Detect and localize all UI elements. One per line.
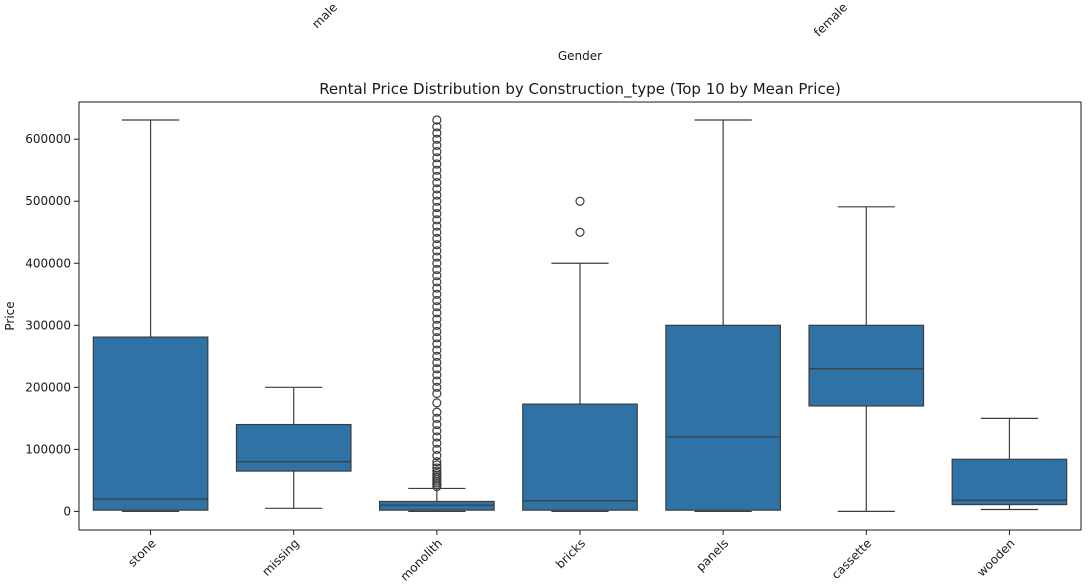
y-tick-label: 100000 — [25, 442, 71, 456]
top-tick-label-male: male — [309, 0, 340, 31]
outlier-point — [432, 295, 442, 306]
outlier-point — [432, 345, 442, 355]
outlier-point — [432, 134, 442, 144]
box-body — [951, 458, 1068, 506]
top-panel: male female Gender — [309, 0, 850, 63]
outlier-point — [432, 165, 442, 175]
outlier-point — [432, 264, 442, 275]
outlier-point — [432, 209, 442, 219]
x-tick-label-bricks: bricks — [553, 536, 588, 571]
outlier-point — [432, 382, 442, 392]
x-tick-label-missing: missing — [259, 536, 301, 578]
plot-area — [78, 101, 1082, 531]
outlier-point — [432, 184, 442, 194]
x-tick-label-monolith: monolith — [398, 536, 445, 583]
box-missing — [235, 386, 352, 509]
outlier-point — [432, 351, 442, 361]
outlier-point — [432, 202, 442, 213]
outlier-point — [432, 227, 442, 237]
x-tick-label-wooden: wooden — [974, 536, 1017, 579]
outlier-point — [432, 289, 442, 299]
outlier-point — [432, 233, 442, 244]
box-monolith — [379, 115, 495, 512]
outlier-point — [432, 178, 442, 188]
outlier-point — [432, 314, 442, 324]
outlier-point — [432, 407, 442, 417]
y-axis: 0 100000 200000 300000 400000 500000 600000 — [25, 132, 79, 518]
x-axis: stone missing monolith bricks panels cassette… — [125, 530, 1018, 584]
outlier-point — [432, 450, 442, 461]
outlier-point — [432, 460, 442, 470]
outlier-point — [432, 246, 442, 256]
outlier-point — [432, 466, 442, 476]
outlier-point — [432, 364, 442, 374]
y-tick-label: 300000 — [25, 318, 71, 332]
outlier-point — [432, 128, 442, 138]
outlier-point — [432, 252, 442, 262]
outlier-point — [432, 115, 442, 125]
y-axis-label: Price — [3, 301, 17, 330]
outlier-point — [432, 258, 442, 268]
outlier-point — [432, 159, 442, 169]
box-body — [665, 324, 782, 511]
outlier-point — [432, 370, 442, 380]
y-tick-label: 0 — [63, 504, 71, 518]
outlier-point — [575, 227, 585, 237]
outlier-point — [432, 376, 442, 386]
outlier-point — [432, 215, 442, 225]
outlier-point — [432, 240, 442, 250]
box-panels — [665, 119, 782, 512]
x-tick-label-cassette: cassette — [829, 536, 875, 582]
box-stone — [92, 119, 209, 512]
outlier-point — [432, 357, 442, 368]
outlier-point — [432, 388, 442, 399]
outlier-point — [432, 277, 442, 287]
y-tick-label: 500000 — [25, 194, 71, 208]
outlier-point — [432, 438, 442, 448]
box-body — [379, 500, 495, 511]
chart-title: Rental Price Distribution by Constructio… — [319, 80, 841, 99]
outlier-point — [575, 196, 585, 206]
outlier-point — [432, 398, 442, 408]
outlier-point — [432, 419, 442, 430]
outlier-point — [432, 426, 442, 436]
outlier-point — [432, 468, 442, 479]
box-cassette — [808, 206, 925, 512]
outlier-point — [432, 326, 442, 337]
outlier-point — [432, 444, 442, 454]
outlier-point — [432, 196, 442, 206]
outlier-point — [432, 302, 442, 312]
y-tick-label: 600000 — [25, 132, 71, 146]
box-body — [235, 423, 352, 472]
x-tick-label-panels: panels — [693, 536, 731, 574]
outlier-point — [432, 432, 442, 442]
outlier-point — [432, 140, 442, 151]
outlier-point — [432, 463, 442, 473]
top-tick-label-female: female — [811, 0, 850, 39]
y-tick-label: 400000 — [25, 256, 71, 270]
x-tick-label-stone: stone — [125, 536, 158, 569]
outlier-point — [432, 153, 442, 163]
outlier-point — [432, 122, 442, 132]
outlier-point — [432, 413, 442, 423]
box-bricks — [522, 196, 638, 512]
outlier-point — [432, 308, 442, 318]
outlier-point — [432, 339, 442, 349]
box-wooden — [951, 417, 1068, 511]
box-body — [808, 324, 925, 407]
top-axis-label: Gender — [558, 49, 602, 63]
outlier-point — [432, 283, 442, 293]
outlier-point — [432, 320, 442, 330]
y-tick-label: 200000 — [25, 380, 71, 394]
outlier-point — [432, 271, 442, 281]
outlier-point — [432, 333, 442, 343]
box-body — [92, 336, 209, 511]
box-body — [522, 403, 638, 511]
outlier-point — [432, 147, 442, 157]
outlier-point — [432, 221, 442, 231]
outlier-point — [432, 457, 442, 467]
outlier-point — [432, 190, 442, 200]
outlier-point — [432, 171, 442, 182]
